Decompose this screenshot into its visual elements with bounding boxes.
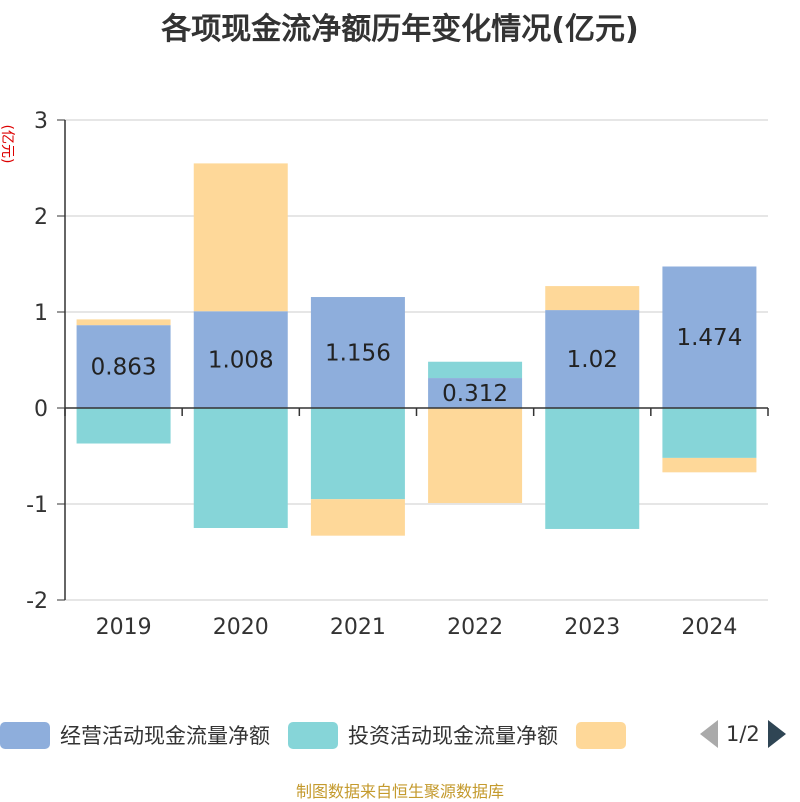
y-axis-unit: (亿元): [0, 125, 15, 164]
legend-label-operating: 经营活动现金流量净额: [60, 724, 270, 748]
data-label-2020: 1.008: [208, 348, 274, 374]
bar-operating-2020: [193, 311, 288, 408]
data-label-2022: 0.312: [442, 381, 508, 407]
y-tick-label: -1: [26, 493, 48, 518]
legend-label-investing: 投资活动现金流量净额: [348, 724, 558, 748]
bar-financing-2021: [310, 499, 405, 536]
bar-investing-2020: [193, 408, 288, 528]
bar-operating-2023: [545, 310, 640, 408]
legend-pager: 1/2: [700, 716, 786, 752]
legend: 经营活动现金流量净额 投资活动现金流量净额: [0, 718, 654, 752]
legend-item-financing[interactable]: [576, 721, 636, 749]
bar-operating-2022: [428, 378, 523, 408]
bar-financing-2020: [193, 163, 288, 312]
y-tick-label: 0: [34, 397, 48, 422]
prev-page-icon[interactable]: [700, 720, 718, 748]
x-tick-label: 2022: [447, 615, 503, 640]
bar-operating-2024: [662, 266, 757, 408]
bar-operating-2019: [76, 325, 171, 408]
bar-investing-2021: [310, 408, 405, 500]
bar-financing-2023: [545, 286, 640, 311]
bar-investing-2022: [428, 361, 523, 379]
y-tick-label: -2: [26, 589, 48, 614]
next-page-icon[interactable]: [767, 720, 786, 748]
legend-swatch-operating: [0, 721, 50, 749]
bar-operating-2021: [310, 297, 405, 408]
y-tick-label: 1: [34, 301, 48, 326]
data-label-2021: 1.156: [325, 341, 391, 367]
data-label-2023: 1.02: [567, 347, 618, 373]
y-tick-label: 2: [34, 205, 48, 230]
legend-item-investing[interactable]: 投资活动现金流量净额: [288, 720, 558, 750]
legend-swatch-investing: [288, 721, 338, 749]
data-label-2024: 1.474: [676, 325, 742, 351]
bar-investing-2023: [545, 408, 640, 529]
x-tick-label: 2023: [564, 615, 620, 640]
x-tick-label: 2024: [681, 615, 737, 640]
chart-title: 各项现金流净额历年变化情况(亿元): [161, 12, 639, 47]
legend-item-operating[interactable]: 经营活动现金流量净额: [0, 720, 270, 750]
legend-page-indicator: 1/2: [726, 722, 760, 746]
bar-financing-2022: [428, 408, 523, 504]
bar-investing-2019: [76, 408, 171, 444]
bar-financing-2019: [76, 319, 171, 326]
bar-investing-2024: [662, 408, 757, 458]
data-source-note: 制图数据来自恒生聚源数据库: [295, 782, 504, 801]
y-tick-label: 3: [34, 109, 48, 134]
bar-financing-2024: [662, 457, 757, 473]
x-tick-label: 2019: [96, 615, 152, 640]
data-label-2019: 0.863: [91, 355, 157, 381]
legend-swatch-financing: [576, 721, 626, 749]
x-tick-label: 2020: [213, 615, 269, 640]
x-tick-label: 2021: [330, 615, 386, 640]
